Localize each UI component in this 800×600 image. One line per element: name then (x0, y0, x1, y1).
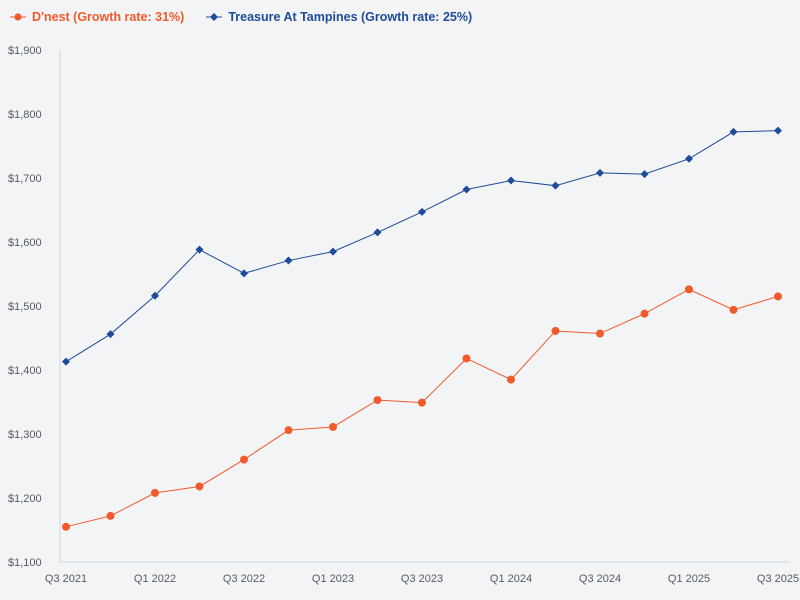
x-tick-label: Q1 2024 (490, 573, 532, 585)
legend-marker-treasure (206, 13, 223, 21)
y-tick-label: $1,900 (8, 45, 42, 57)
data-point-1 (329, 247, 337, 256)
data-point-1 (62, 357, 70, 366)
y-tick-label: $1,100 (8, 557, 42, 569)
data-point-0 (329, 422, 337, 431)
x-tick-label: Q3 2022 (223, 573, 265, 585)
x-tick-label: Q3 2023 (401, 573, 443, 585)
data-point-0 (774, 292, 782, 301)
x-tick-label: Q1 2022 (134, 573, 176, 585)
y-tick-label: $1,300 (8, 429, 42, 441)
data-point-0 (418, 398, 426, 407)
data-point-1 (106, 330, 115, 339)
x-tick-label: Q3 2024 (579, 573, 621, 585)
data-point-0 (729, 305, 738, 314)
data-point-1 (240, 269, 248, 278)
data-point-1 (418, 207, 426, 216)
data-point-1 (729, 127, 738, 136)
data-point-1 (373, 228, 382, 237)
x-tick-label: Q1 2023 (312, 573, 354, 585)
legend-label-treasure: Treasure At Tampines (Growth rate: 25%) (228, 10, 473, 24)
data-point-0 (685, 285, 693, 294)
data-point-0 (551, 326, 560, 335)
data-point-1 (551, 181, 560, 190)
legend-item-dnest[interactable]: D'nest (Growth rate: 31%) (10, 10, 184, 24)
data-point-1 (151, 291, 159, 300)
data-point-0 (507, 375, 515, 384)
x-tick-label: Q3 2025 (757, 573, 799, 585)
legend-label-dnest: D'nest (Growth rate: 31%) (32, 10, 185, 24)
data-point-1 (640, 170, 649, 179)
y-tick-label: $1,600 (8, 237, 42, 249)
data-point-1 (685, 154, 693, 163)
legend: D'nest (Growth rate: 31%) Treasure At Ta… (10, 10, 472, 24)
data-point-0 (640, 309, 649, 318)
series-line-1 (65, 130, 779, 363)
data-point-1 (596, 168, 604, 177)
y-tick-label: $1,200 (8, 493, 42, 505)
data-point-1 (774, 126, 782, 135)
legend-marker-dnest (10, 13, 26, 21)
data-point-0 (106, 511, 115, 520)
y-tick-label: $1,800 (8, 109, 42, 121)
y-tick-label: $1,700 (8, 173, 42, 185)
data-point-0 (462, 354, 471, 363)
series-line-0 (65, 288, 779, 528)
legend-item-treasure[interactable]: Treasure At Tampines (Growth rate: 25%) (206, 10, 472, 24)
data-point-1 (284, 256, 293, 265)
y-tick-label: $1,500 (8, 301, 42, 313)
data-point-0 (62, 522, 70, 531)
data-point-1 (195, 245, 204, 254)
data-point-0 (373, 396, 382, 405)
data-point-0 (195, 482, 204, 491)
data-point-0 (596, 329, 604, 338)
y-tick-label: $1,400 (8, 365, 42, 377)
x-tick-label: Q3 2021 (45, 573, 87, 585)
data-point-1 (462, 185, 471, 194)
data-point-0 (240, 455, 248, 464)
x-tick-label: Q1 2025 (668, 573, 710, 585)
data-point-0 (151, 488, 159, 497)
data-point-0 (284, 426, 293, 435)
data-point-1 (507, 176, 515, 185)
